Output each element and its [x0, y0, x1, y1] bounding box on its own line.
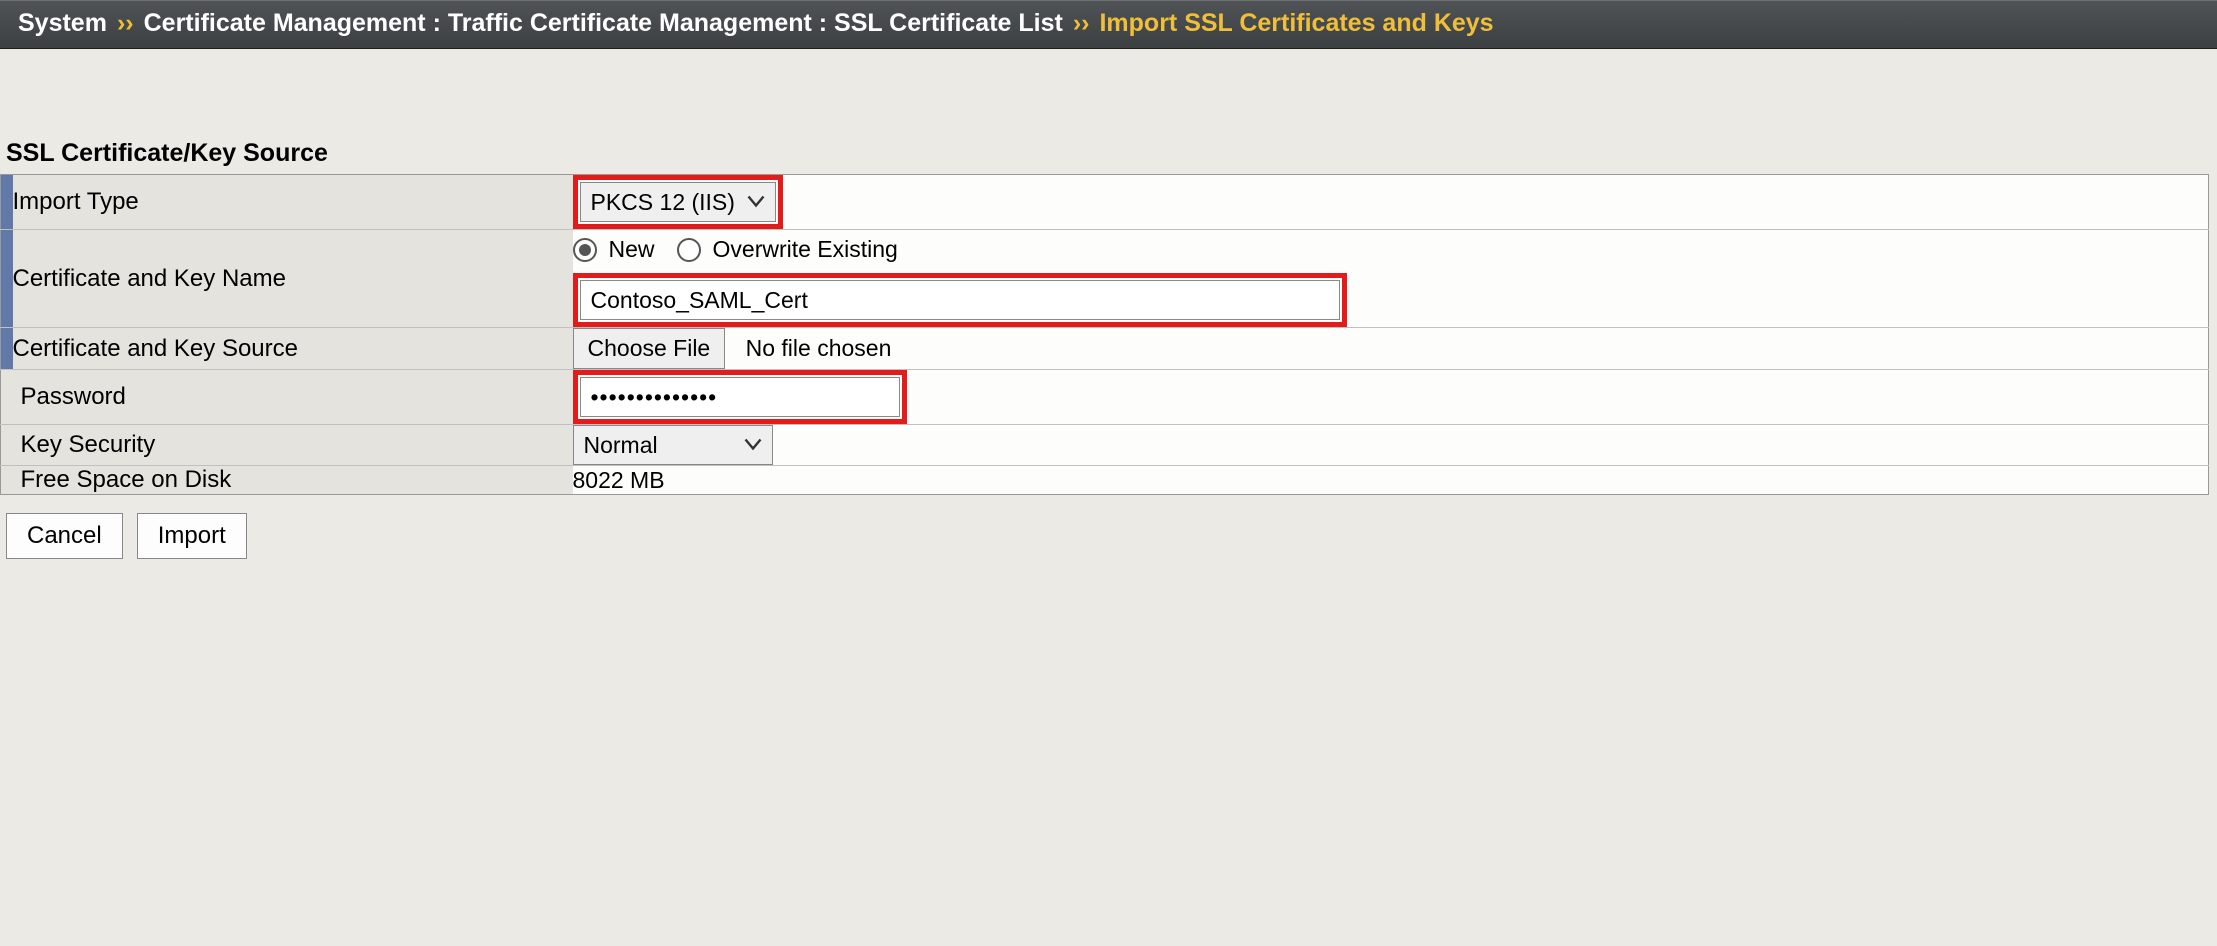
highlight-password [573, 370, 907, 424]
import-type-select[interactable]: PKCS 12 (IIS) [580, 182, 776, 222]
label-cert-key-name: Certificate and Key Name [13, 230, 573, 328]
breadcrumb-separator: ›› [107, 9, 144, 38]
row-import-type: Import Type PKCS 12 (IIS) [1, 175, 2209, 230]
radio-overwrite-label: Overwrite Existing [713, 236, 898, 263]
row-stripe [1, 230, 13, 328]
breadcrumb-separator: ›› [1063, 9, 1100, 38]
choose-file-button[interactable]: Choose File [573, 328, 726, 369]
row-cert-key-name: Certificate and Key Name New Overwrite E… [1, 230, 2209, 328]
label-import-type: Import Type [13, 175, 573, 230]
section-title: SSL Certificate/Key Source [0, 49, 2217, 174]
label-key-security: Key Security [13, 425, 573, 466]
form-table: Import Type PKCS 12 (IIS) Certificate an… [0, 174, 2209, 495]
row-stripe [1, 370, 13, 425]
cert-name-mode-group: New Overwrite Existing [573, 236, 2209, 263]
label-cert-key-source: Certificate and Key Source [13, 328, 573, 370]
import-type-value: PKCS 12 (IIS) [591, 189, 735, 216]
row-stripe [1, 175, 13, 230]
breadcrumb-current: Import SSL Certificates and Keys [1099, 9, 1493, 38]
chevron-down-icon [747, 189, 765, 216]
cancel-button[interactable]: Cancel [6, 513, 123, 559]
radio-new-label: New [609, 236, 655, 263]
highlight-cert-name [573, 273, 1347, 327]
row-cert-key-source: Certificate and Key Source Choose File N… [1, 328, 2209, 370]
row-stripe [1, 425, 13, 466]
key-security-value: Normal [584, 432, 658, 459]
footer-buttons: Cancel Import [0, 495, 2217, 577]
breadcrumb-path[interactable]: Certificate Management : Traffic Certifi… [144, 9, 1063, 38]
import-button[interactable]: Import [137, 513, 247, 559]
row-stripe [1, 466, 13, 495]
cert-key-name-input[interactable] [580, 280, 1340, 320]
radio-new[interactable] [573, 238, 597, 262]
highlight-import-type: PKCS 12 (IIS) [573, 175, 783, 229]
label-password: Password [13, 370, 573, 425]
row-key-security: Key Security Normal [1, 425, 2209, 466]
radio-overwrite[interactable] [677, 238, 701, 262]
file-chosen-status: No file chosen [746, 335, 892, 361]
password-input[interactable] [580, 377, 900, 417]
free-space-value: 8022 MB [573, 467, 665, 493]
row-password: Password [1, 370, 2209, 425]
breadcrumb-root[interactable]: System [18, 9, 107, 38]
breadcrumb: System ›› Certificate Management : Traff… [0, 0, 2217, 49]
chevron-down-icon [744, 432, 762, 459]
key-security-select[interactable]: Normal [573, 425, 773, 465]
label-free-space: Free Space on Disk [13, 466, 573, 495]
row-stripe [1, 328, 13, 370]
row-free-space: Free Space on Disk 8022 MB [1, 466, 2209, 495]
